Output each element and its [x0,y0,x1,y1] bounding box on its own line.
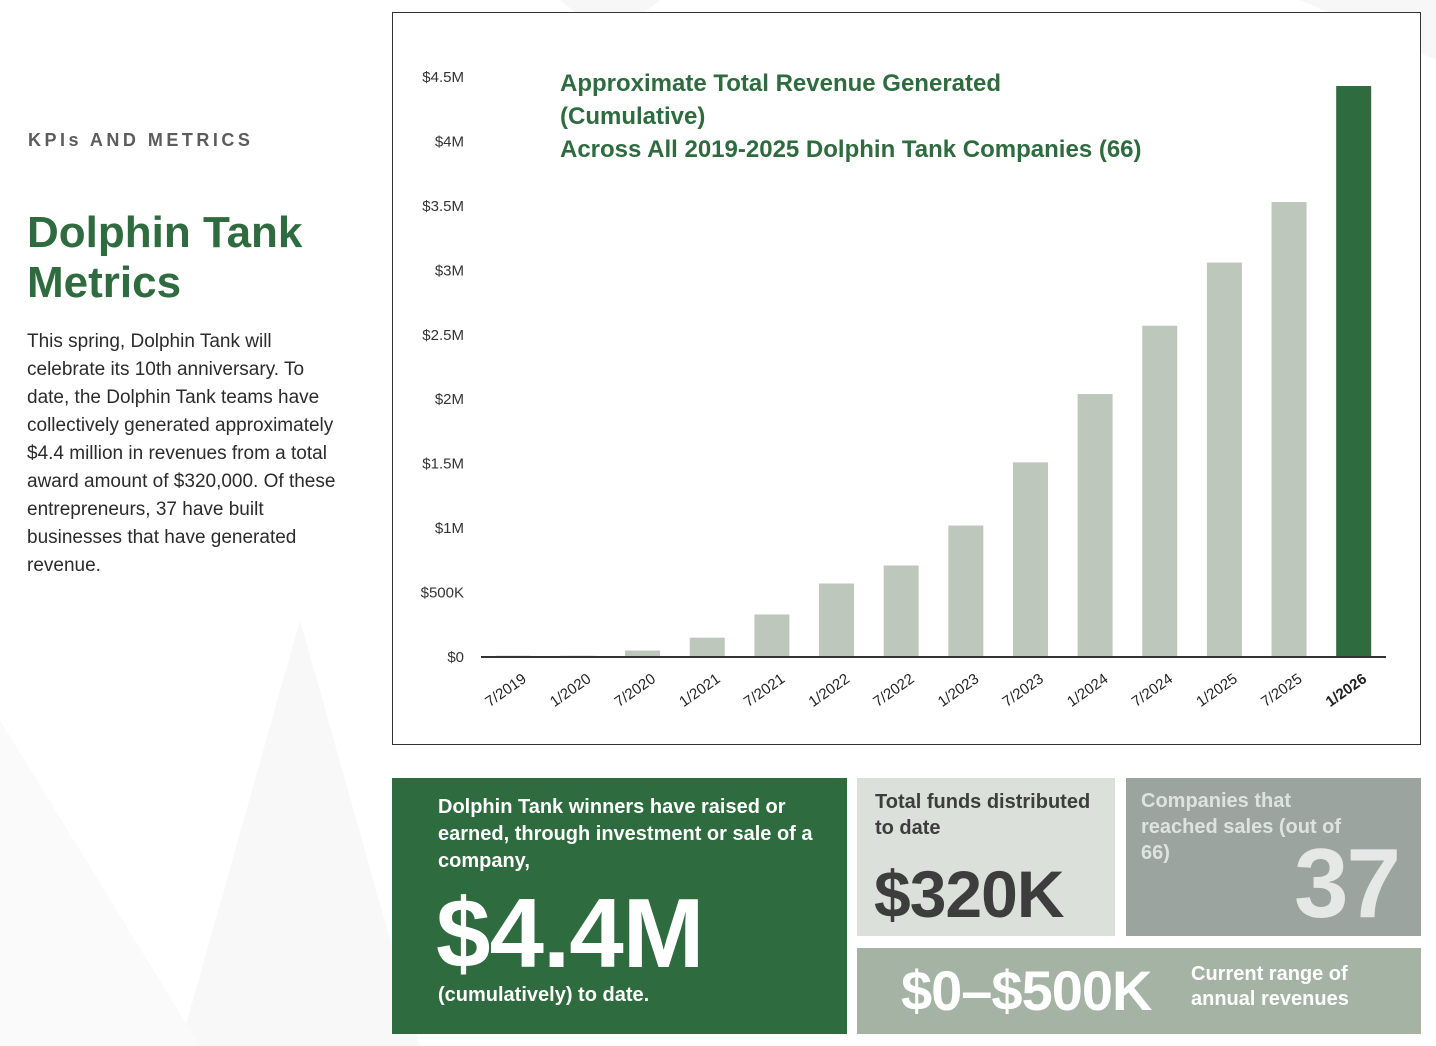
bar-7-2025 [1271,202,1307,657]
bar-7-2023 [1012,462,1048,657]
bar-7-2024 [1142,325,1178,657]
x-tick-label: 7/2022 [870,670,917,710]
y-tick-label: $3.5M [422,198,464,215]
y-tick-label: $1.5M [422,456,464,473]
page-title: Dolphin Tank Metrics [27,208,303,307]
y-tick-label: $500K [421,585,464,602]
x-tick-label: 7/2019 [482,670,529,710]
y-tick-label: $2M [435,391,464,408]
x-tick-label: 7/2021 [741,670,788,710]
y-tick-label: $2.5M [422,327,464,344]
funds-value: $320K [874,857,1064,931]
bar-1-2024 [1077,394,1113,657]
companies-value: 37 [1293,828,1401,936]
y-tick-label: $3M [435,262,464,279]
x-tick-label: 1/2025 [1193,670,1240,710]
revenue-bar-chart: $0 $500K $1M $1.5M $2M $2.5M $3M $3.5M $4M $4.5M 7… [421,69,1386,711]
companies-tile: Companies that reached sales (out of 66)… [1126,778,1421,936]
revenue-range-value: $0–$500K [901,959,1152,1022]
bar-1-2021 [689,637,725,657]
x-tick-label: 7/2020 [612,670,659,710]
raised-foot-text: (cumulatively) to date. [438,984,650,1006]
bar-1-2026 [1336,86,1372,658]
x-tick-label: 1/2026 [1323,670,1370,710]
revenue-chart: $0 $500K $1M $1.5M $2M $2.5M $3M $3.5M $4M $4.5M 7… [392,12,1421,745]
x-tick-label: 1/2021 [676,670,723,710]
x-tick-label: 1/2023 [935,670,982,710]
bar-7-2022 [883,565,919,657]
y-tick-label: $1M [435,520,464,537]
revenue-range-tile: $0–$500K Current range of annual revenue… [857,948,1421,1034]
raised-lead-text: Dolphin Tank winners have raised or earn… [438,796,813,872]
bar-1-2025 [1206,262,1242,657]
x-tick-label: 1/2024 [1064,670,1111,710]
chart-title-line-2: (Cumulative) [560,103,706,130]
bar-7-2021 [754,614,790,657]
funds-label: Total funds distributed to date [875,791,1091,839]
chart-title: Approximate Total Revenue Generated (Cum… [560,67,1280,166]
raised-value: $4.4M [436,878,704,988]
y-tick-label: $4M [435,133,464,150]
bar-1-2022 [819,583,855,657]
funds-tile: Total funds distributed to date $320K [857,778,1115,936]
x-tick-label: 1/2020 [547,670,594,710]
y-tick-label: $4.5M [422,69,464,86]
companies-label: Companies that reached sales (out of 66) [1141,790,1342,864]
revenue-range-label: Current range of annual revenues [1191,963,1349,1010]
x-tick-label: 1/2022 [805,670,852,710]
bar-7-2020 [625,650,661,657]
x-tick-label: 7/2025 [1258,670,1305,710]
section-kicker: KPIs AND METRICS [28,130,254,150]
x-tick-label: 7/2023 [999,670,1046,710]
x-tick-label: 7/2024 [1129,670,1176,710]
bar-1-2023 [948,525,984,657]
y-tick-label: $0 [447,649,464,666]
raised-tile: Dolphin Tank winners have raised or earn… [392,778,847,1034]
chart-title-line-1: Approximate Total Revenue Generated [560,70,1001,97]
chart-title-line-3: Across All 2019-2025 Dolphin Tank Compan… [560,136,1142,163]
intro-paragraph: This spring, Dolphin Tank will celebrate… [27,331,336,576]
